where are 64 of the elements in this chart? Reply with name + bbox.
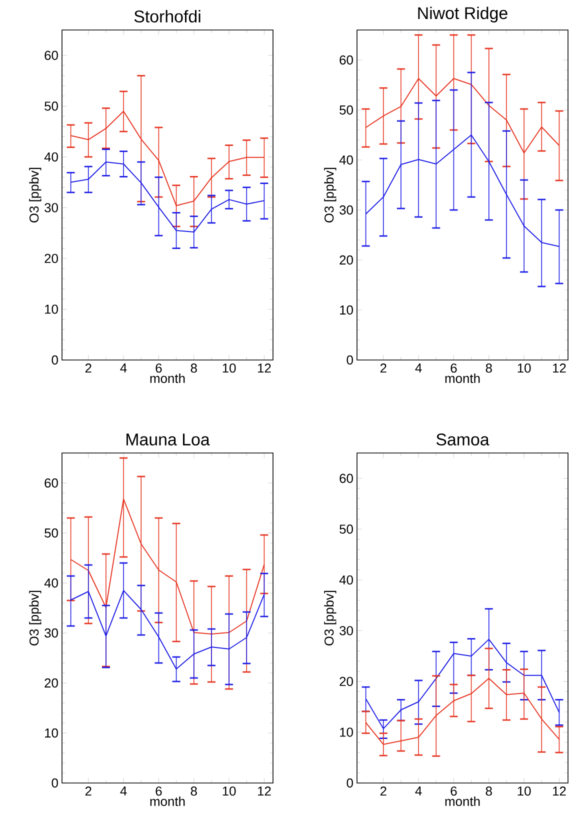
y-tick-label: 50	[340, 105, 353, 115]
y-tick-label: 50	[44, 528, 58, 538]
chart-title: Storhofdi	[134, 10, 200, 22]
x-axis-title: month	[150, 796, 185, 806]
x-tick-label: 4	[120, 786, 127, 796]
y-tick-label: 50	[340, 524, 353, 534]
y-tick-label: 30	[340, 626, 353, 636]
x-tick-label: 10	[518, 364, 531, 373]
y-tick-label: 60	[44, 50, 58, 60]
y-axis-title: O3 [ppbv]	[324, 168, 336, 222]
x-tick-label: 6	[450, 364, 457, 373]
y-tick-label: 20	[44, 678, 58, 688]
y-axis-title: O3 [ppbv]	[324, 590, 336, 646]
x-tick-label: 6	[450, 786, 457, 796]
x-tick-label: 4	[415, 786, 422, 796]
y-tick-label: 50	[44, 102, 58, 111]
y-tick-label: 60	[340, 55, 353, 65]
x-tick-label: 4	[415, 364, 422, 372]
chart-title: Mauna Loa	[126, 434, 210, 446]
y-axis-title: O3 [ppbv]	[29, 590, 42, 646]
x-tick-label: 6	[156, 364, 162, 373]
x-tick-label: 10	[222, 364, 236, 373]
y-tick-label: 40	[339, 575, 353, 584]
x-tick-label: 8	[190, 364, 197, 373]
y-tick-label: 10	[340, 305, 353, 315]
x-axis-title: month	[445, 796, 480, 806]
y-tick-label: 30	[44, 203, 58, 212]
chart-title: Samoa	[436, 434, 490, 446]
x-tick-label: 8	[190, 786, 197, 796]
y-tick-label: 10	[45, 728, 58, 738]
y-tick-label: 10	[45, 304, 58, 314]
y-tick-label: 0	[52, 355, 58, 365]
y-tick-label: 0	[52, 778, 58, 788]
y-tick-label: 30	[44, 628, 58, 638]
y-tick-label: 10	[340, 728, 353, 737]
x-tick-label: 12	[552, 364, 566, 373]
x-tick-label: 2	[85, 364, 92, 373]
x-tick-label: 2	[380, 786, 386, 796]
x-tick-label: 2	[380, 364, 386, 373]
x-axis-title: month	[150, 374, 185, 384]
y-axis-title: O3 [ppbv]	[29, 168, 42, 222]
x-axis-title: month	[445, 374, 480, 384]
x-tick-label: 6	[156, 786, 162, 796]
y-tick-label: 60	[44, 478, 58, 488]
x-tick-label: 12	[258, 364, 271, 373]
x-tick-label: 4	[120, 364, 127, 372]
y-tick-label: 20	[44, 254, 58, 264]
chart-title: Niwot Ridge	[418, 6, 508, 22]
y-tick-label: 60	[340, 474, 353, 483]
y-tick-label: 40	[44, 578, 58, 588]
y-tick-label: 40	[339, 155, 353, 165]
x-tick-label: 8	[486, 786, 492, 796]
x-tick-label: 2	[85, 786, 92, 796]
y-tick-label: 20	[340, 255, 353, 265]
y-tick-label: 40	[44, 152, 58, 162]
x-tick-label: 10	[518, 786, 531, 796]
y-tick-label: 0	[346, 778, 353, 788]
x-tick-label: 8	[486, 364, 492, 373]
x-tick-label: 12	[258, 786, 271, 796]
y-tick-label: 20	[340, 676, 353, 686]
x-tick-label: 12	[552, 786, 566, 796]
y-tick-label: 0	[346, 355, 353, 365]
y-tick-label: 30	[340, 205, 353, 215]
x-tick-label: 10	[222, 786, 236, 796]
